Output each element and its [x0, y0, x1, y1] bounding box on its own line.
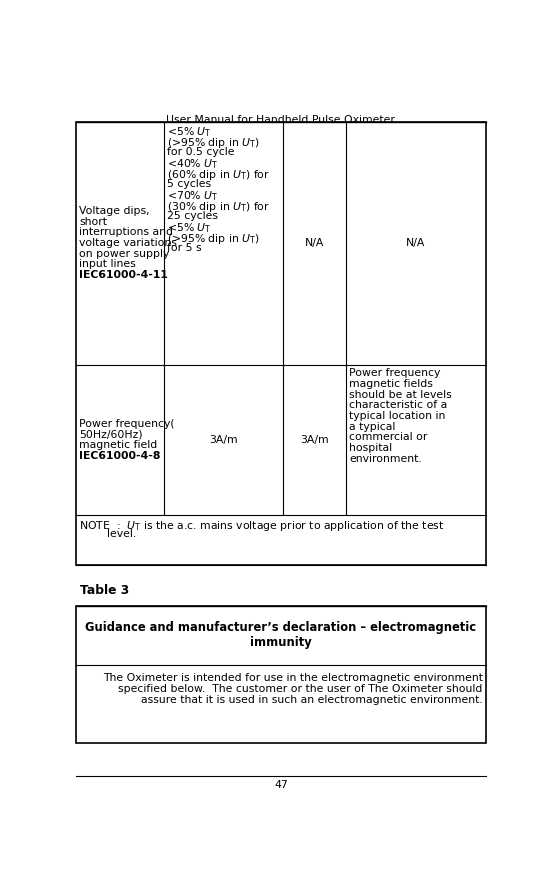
Text: User Manual for Handheld Pulse Oximeter: User Manual for Handheld Pulse Oximeter [167, 115, 395, 124]
Text: for 5 s: for 5 s [167, 243, 202, 252]
Text: should be at levels: should be at levels [349, 389, 452, 399]
Text: magnetic fields: magnetic fields [349, 379, 433, 388]
Text: <5% $\mathit{U}_\mathregular{T}$: <5% $\mathit{U}_\mathregular{T}$ [167, 125, 212, 139]
Text: <5% $\mathit{U}_\mathregular{T}$: <5% $\mathit{U}_\mathregular{T}$ [167, 221, 212, 235]
Text: The Oximeter is intended for use in the electromagnetic environment: The Oximeter is intended for use in the … [102, 673, 483, 683]
Text: for 0.5 cycle: for 0.5 cycle [167, 147, 235, 156]
Text: Voltage dips,: Voltage dips, [79, 206, 150, 216]
Text: 3A/m: 3A/m [300, 435, 329, 444]
Text: N/A: N/A [305, 238, 324, 248]
Text: commercial or: commercial or [349, 432, 427, 442]
Text: N/A: N/A [406, 238, 426, 248]
Text: environment.: environment. [349, 453, 422, 463]
Text: 47: 47 [274, 781, 288, 790]
Text: Table 3: Table 3 [79, 584, 129, 597]
Text: (60% dip in $\mathit{U}_\mathregular{T}$) for: (60% dip in $\mathit{U}_\mathregular{T}$… [167, 168, 270, 182]
Text: voltage variations: voltage variations [79, 238, 177, 248]
Text: (>95% dip in $\mathit{U}_\mathregular{T}$): (>95% dip in $\mathit{U}_\mathregular{T}… [167, 232, 260, 246]
Text: 3A/m: 3A/m [209, 435, 238, 444]
Text: IEC61000-4-11: IEC61000-4-11 [79, 270, 168, 280]
Text: typical location in: typical location in [349, 411, 446, 420]
Text: characteristic of a: characteristic of a [349, 400, 448, 410]
Text: (>95% dip in $\mathit{U}_\mathregular{T}$): (>95% dip in $\mathit{U}_\mathregular{T}… [167, 136, 260, 150]
Text: NOTE  :  $\mathit{U}_\mathregular{T}$ is the a.c. mains voltage prior to applica: NOTE : $\mathit{U}_\mathregular{T}$ is t… [79, 519, 445, 533]
Text: Guidance and manufacturer’s declaration – electromagnetic
immunity: Guidance and manufacturer’s declaration … [85, 621, 476, 650]
Text: level.: level. [79, 530, 136, 540]
Text: 50Hz/60Hz): 50Hz/60Hz) [79, 429, 142, 439]
Text: magnetic field: magnetic field [79, 440, 157, 450]
Text: a typical: a typical [349, 421, 396, 431]
Text: assure that it is used in such an electromagnetic environment.: assure that it is used in such an electr… [141, 695, 483, 705]
Text: <70% $\mathit{U}_\mathregular{T}$: <70% $\mathit{U}_\mathregular{T}$ [167, 189, 219, 203]
Text: short: short [79, 217, 107, 227]
Text: (30% dip in $\mathit{U}_\mathregular{T}$) for: (30% dip in $\mathit{U}_\mathregular{T}$… [167, 200, 270, 214]
Text: 5 cycles: 5 cycles [167, 179, 212, 188]
Text: <40% $\mathit{U}_\mathregular{T}$: <40% $\mathit{U}_\mathregular{T}$ [167, 157, 219, 171]
Text: Power frequency(: Power frequency( [79, 419, 175, 428]
Text: Power frequency: Power frequency [349, 368, 441, 378]
Text: 25 cycles: 25 cycles [167, 211, 218, 220]
Text: interruptions and: interruptions and [79, 228, 173, 237]
Text: IEC61000-4-8: IEC61000-4-8 [79, 451, 161, 461]
Text: specified below.  The customer or the user of The Oximeter should: specified below. The customer or the use… [118, 684, 483, 693]
Text: on power supply: on power supply [79, 249, 169, 259]
Text: hospital: hospital [349, 443, 392, 453]
Text: input lines: input lines [79, 260, 136, 269]
